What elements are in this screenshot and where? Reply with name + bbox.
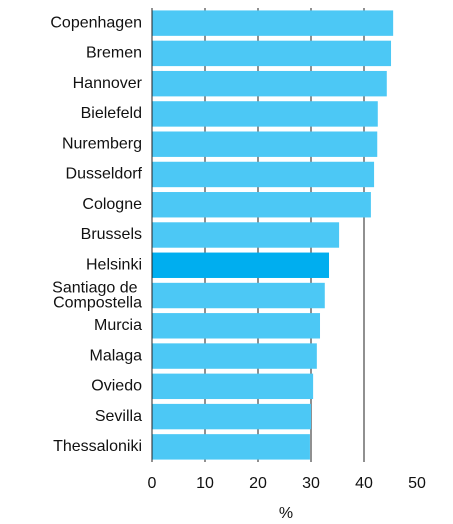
bar	[152, 252, 330, 278]
y-tick-label: Brussels	[81, 226, 142, 243]
y-tick-label: Oviedo	[91, 378, 142, 395]
x-axis-label: %	[279, 505, 293, 522]
bar	[152, 70, 387, 97]
bar	[152, 192, 371, 218]
bar	[152, 131, 378, 157]
x-tick-label: 40	[355, 475, 373, 492]
bar	[152, 434, 310, 460]
y-tick-label: Bremen	[86, 45, 142, 62]
y-tick-label: Helsinki	[86, 256, 142, 273]
y-tick-label: Hannover	[73, 75, 143, 92]
bar	[152, 161, 375, 188]
bar	[152, 373, 314, 400]
x-tick-label: 30	[302, 475, 320, 492]
bar	[152, 403, 311, 430]
x-tick-label: 10	[196, 475, 214, 492]
bar	[152, 40, 392, 67]
y-tick-label: Santiago de Compostella	[52, 280, 142, 312]
y-tick-label: Copenhagen	[50, 14, 142, 31]
y-tick-label: Murcia	[94, 317, 142, 334]
bar	[152, 10, 394, 36]
y-tick-label: Bielefeld	[81, 105, 142, 122]
bar	[152, 222, 340, 248]
bar	[152, 313, 321, 339]
y-tick-label: Nuremberg	[62, 135, 142, 152]
bar	[152, 343, 317, 369]
y-tick-label: Thessaloniki	[53, 438, 142, 455]
x-tick-label: 0	[148, 475, 157, 492]
x-tick-label: 50	[408, 475, 426, 492]
bar	[152, 101, 378, 127]
y-tick-label: Dusseldorf	[66, 166, 143, 183]
y-tick-label: Cologne	[82, 196, 142, 213]
y-tick-label: Sevilla	[95, 408, 142, 425]
bar	[152, 282, 325, 309]
x-tick-label: 20	[249, 475, 267, 492]
y-tick-label: Malaga	[90, 347, 143, 364]
